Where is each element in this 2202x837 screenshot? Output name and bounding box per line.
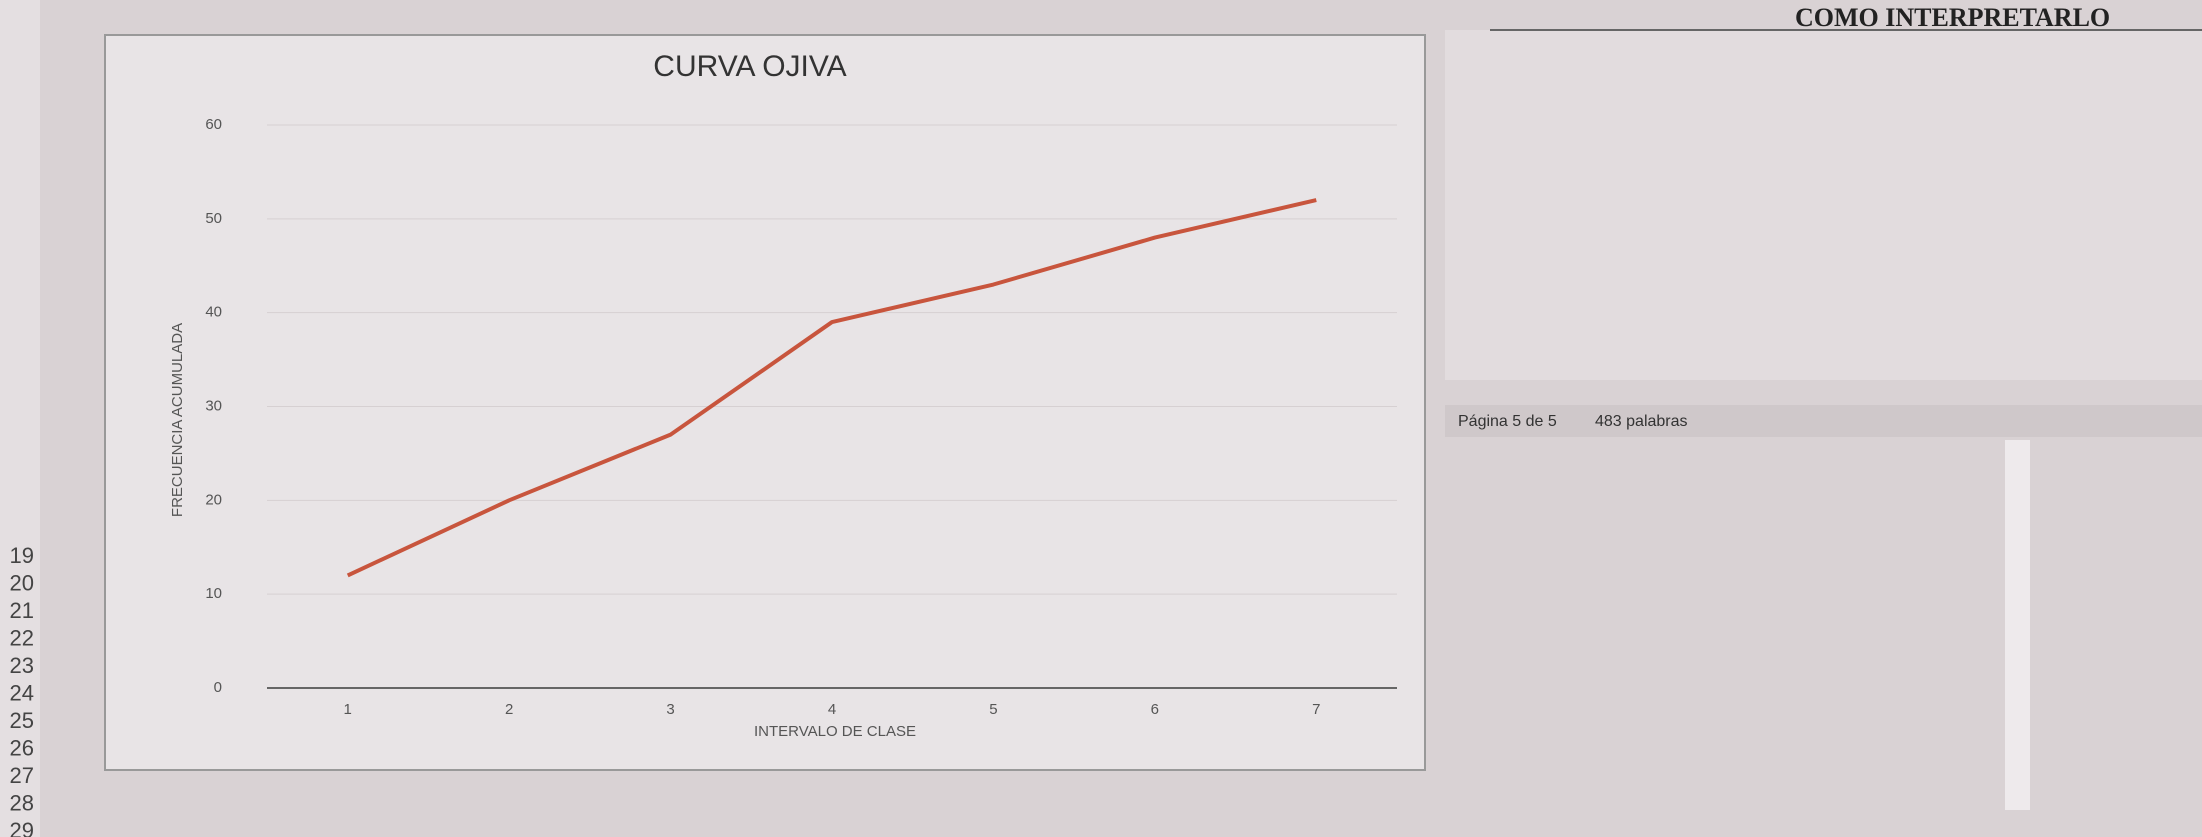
y-tick-label: 60 xyxy=(205,116,222,133)
y-tick-label: 50 xyxy=(205,210,222,227)
status-page: Página 5 de 5 xyxy=(1458,413,1557,430)
x-tick-label: 5 xyxy=(989,701,997,718)
side-panel-title: COMO INTERPRETARLO xyxy=(1795,3,2110,32)
row-number: 19 xyxy=(10,543,34,568)
x-tick-label: 2 xyxy=(505,701,513,718)
y-tick-label: 40 xyxy=(205,304,222,321)
row-header-strip xyxy=(0,0,40,837)
document-page xyxy=(1445,30,2202,380)
row-number: 25 xyxy=(10,708,34,733)
chart-title: CURVA OJIVA xyxy=(653,50,846,83)
row-number: 24 xyxy=(10,680,34,705)
row-number: 20 xyxy=(10,570,34,595)
y-tick-label: 30 xyxy=(205,397,222,414)
y-axis-label: FRECUENCIA ACUMULADA xyxy=(169,323,186,517)
x-axis-label: INTERVALO DE CLASE xyxy=(754,723,916,740)
x-tick-label: 3 xyxy=(666,701,674,718)
chart-frame[interactable] xyxy=(104,34,1426,771)
x-tick-label: 6 xyxy=(1151,701,1159,718)
status-words: 483 palabras xyxy=(1595,413,1688,430)
y-tick-label: 10 xyxy=(205,585,222,602)
row-number: 22 xyxy=(10,625,34,650)
row-number: 21 xyxy=(10,598,34,623)
row-number: 23 xyxy=(10,653,34,678)
scrollbar[interactable] xyxy=(2005,440,2030,810)
x-tick-label: 7 xyxy=(1312,701,1320,718)
row-number: 27 xyxy=(10,763,34,788)
y-tick-label: 20 xyxy=(205,491,222,508)
row-number: 29 xyxy=(10,818,34,837)
series-line xyxy=(346,198,1317,578)
row-number: 28 xyxy=(10,790,34,815)
y-tick-label: 0 xyxy=(214,679,222,696)
x-tick-label: 1 xyxy=(344,701,352,718)
row-number: 26 xyxy=(10,735,34,760)
status-bar xyxy=(1445,405,2202,437)
x-tick-label: 4 xyxy=(828,701,836,718)
